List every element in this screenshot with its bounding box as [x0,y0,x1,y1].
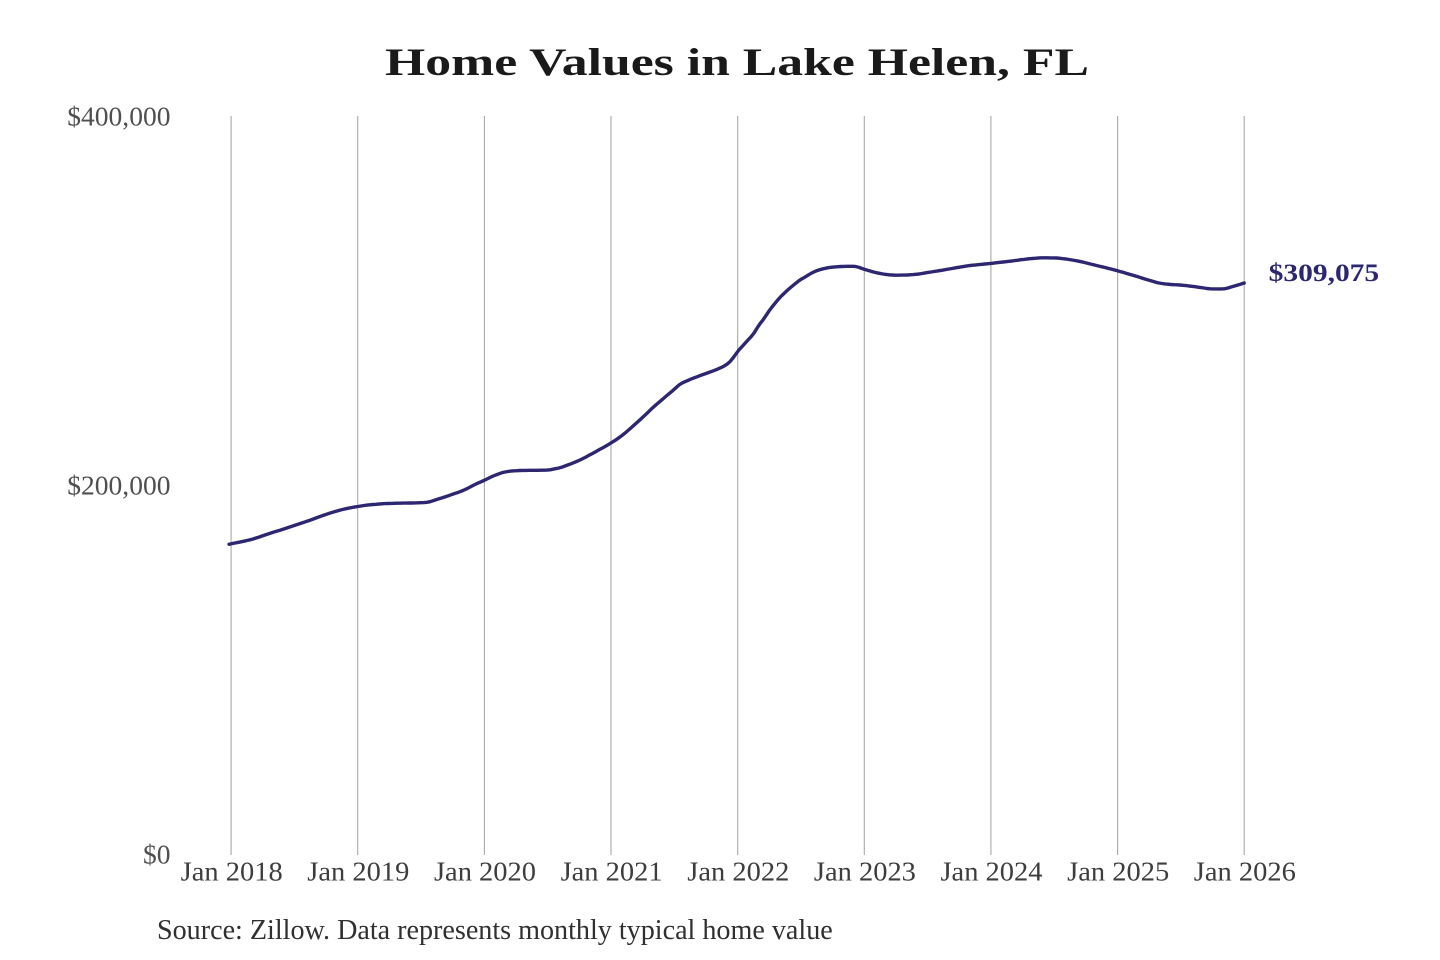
svg-text:Jan 2021: Jan 2021 [561,857,663,887]
svg-text:Jan 2023: Jan 2023 [814,857,916,887]
svg-text:Jan 2022: Jan 2022 [687,857,789,887]
svg-text:Jan 2026: Jan 2026 [1194,857,1296,887]
svg-text:$0: $0 [143,840,171,870]
svg-text:Jan 2024: Jan 2024 [940,857,1042,887]
svg-text:Source: Zillow. Data represent: Source: Zillow. Data represents monthly … [157,915,833,946]
svg-text:$400,000: $400,000 [67,102,170,132]
svg-text:$309,075: $309,075 [1269,259,1380,286]
svg-text:Home Values in Lake Helen, FL: Home Values in Lake Helen, FL [385,40,1089,83]
svg-text:Jan 2019: Jan 2019 [307,857,409,887]
svg-text:Jan 2025: Jan 2025 [1067,857,1169,887]
svg-text:Jan 2018: Jan 2018 [181,857,283,887]
svg-text:$200,000: $200,000 [67,471,170,501]
svg-text:Jan 2020: Jan 2020 [434,857,536,887]
